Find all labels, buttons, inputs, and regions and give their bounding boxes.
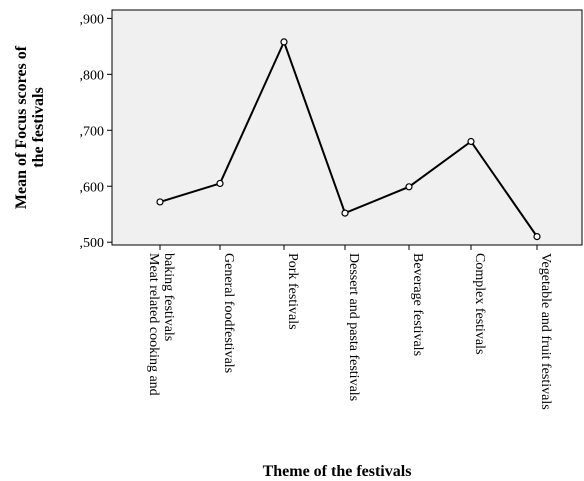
- data-point: [467, 137, 475, 146]
- x-axis: Meat related cooking and baking festivals…: [146, 245, 553, 410]
- data-point: [533, 233, 541, 241]
- x-tick-label: Pork festivals: [285, 253, 300, 330]
- y-tick-label: ,900: [80, 12, 105, 27]
- y-tick-label: ,500: [80, 236, 105, 251]
- y-tick-label: ,700: [80, 124, 105, 139]
- data-point: [405, 183, 413, 191]
- data-point: [156, 198, 164, 206]
- plot-area: [111, 9, 583, 246]
- x-axis-title: Theme of the festivals: [263, 463, 412, 480]
- y-tick-label: ,800: [80, 68, 105, 83]
- x-tick-label: Dessert and pasta festivals: [346, 253, 361, 401]
- x-tick-label: baking festivals: [161, 253, 176, 341]
- x-tick-label: Meat related cooking and: [146, 253, 161, 396]
- y-tick-label: ,600: [80, 180, 105, 195]
- x-tick-label: Beverage festivals: [410, 253, 425, 356]
- x-tick-label: Vegetable and fruit festivals: [538, 253, 553, 410]
- series: [156, 38, 541, 241]
- data-point: [341, 209, 349, 217]
- data-point: [216, 179, 224, 188]
- y-axis-title-line: the festivals: [30, 87, 47, 167]
- x-tick-label: Complex festivals: [472, 253, 487, 355]
- y-axis: ,500 ,600 ,700 ,800 ,900: [80, 12, 112, 251]
- x-tick-label: General foodfestivals: [221, 253, 236, 373]
- y-axis-title-line: Mean of Focus scores of: [13, 45, 30, 209]
- data-point: [280, 38, 288, 46]
- y-axis-title: Mean of Focus scores of the festivals: [13, 45, 47, 209]
